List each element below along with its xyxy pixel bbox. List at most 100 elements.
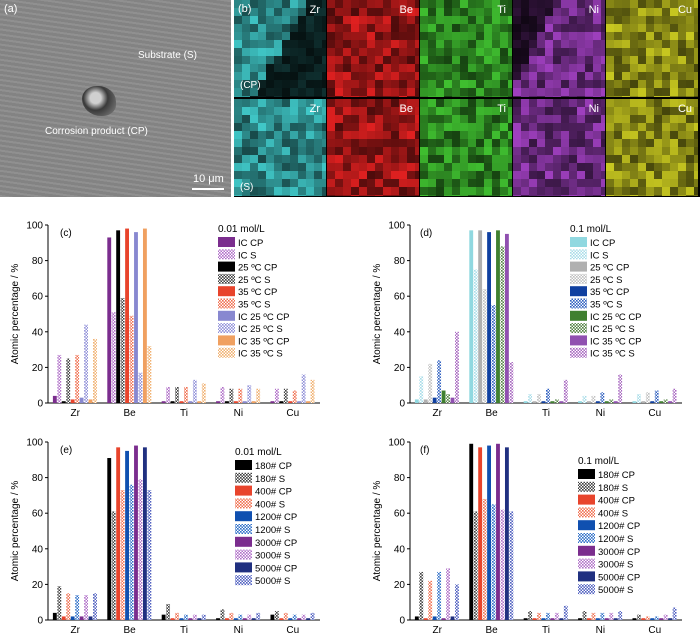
bar-ni-9	[256, 388, 261, 403]
bar-ti-6	[188, 618, 193, 620]
corrosion-product-blob	[82, 86, 116, 116]
bar-ti-0	[523, 618, 528, 620]
bar-cu-4	[650, 401, 655, 403]
bar-cu-3	[283, 388, 288, 403]
bar-ni-9	[618, 374, 623, 403]
map-ti-cp: Ti	[420, 0, 512, 97]
bar-ni-8	[251, 618, 256, 620]
bar-cu-9	[310, 612, 315, 620]
bar-cu-2	[641, 401, 646, 403]
scale-bar	[192, 188, 224, 190]
legend-entry: 180# S	[598, 483, 628, 494]
bar-be-4	[487, 445, 491, 620]
corrosion-product-annotation: Corrosion product (CP)	[45, 126, 148, 137]
legend-swatch	[218, 261, 235, 272]
panel-label: (c)	[60, 228, 72, 239]
bar-be-8	[142, 228, 147, 403]
legend-swatch	[235, 498, 252, 509]
legend-swatch	[570, 298, 587, 309]
bar-cu-0	[270, 401, 275, 403]
legend-entry: 35 ºC CP	[238, 287, 277, 298]
bar-zr-6	[441, 390, 446, 403]
bar-cu-2	[279, 401, 284, 403]
bar-ni-4	[233, 401, 238, 403]
bar-zr-7	[446, 394, 450, 403]
bar-be-1	[111, 312, 116, 403]
x-tick-label: Cu	[648, 408, 661, 419]
bar-ti-9	[563, 379, 568, 403]
bar-ni-4	[233, 618, 238, 620]
bar-zr-7	[84, 324, 88, 403]
legend-entry: 25 ºC S	[238, 275, 271, 286]
y-axis-label: Atomic percentage / %	[372, 264, 383, 365]
legend-swatch	[235, 562, 252, 573]
panel-label-a: (a)	[4, 3, 18, 15]
legend-swatch	[570, 323, 587, 334]
legend-entry: 3000# CP	[255, 538, 297, 549]
bar-ni-4	[595, 401, 600, 403]
legend-swatch	[235, 536, 252, 547]
panel-label: (e)	[60, 445, 72, 456]
legend-swatch	[218, 298, 235, 309]
x-tick-label: Cu	[286, 625, 299, 636]
map-element-label: Be	[399, 103, 413, 115]
bar-ti-7	[554, 399, 559, 403]
bar-ti-6	[550, 401, 555, 403]
bar-ni-6	[604, 401, 609, 403]
bar-be-2	[116, 447, 121, 620]
bar-ti-1	[166, 386, 171, 403]
bar-cu-1	[636, 394, 641, 403]
bar-ti-1	[528, 394, 533, 403]
bar-be-6	[496, 230, 500, 403]
legend-entry: 3000# CP	[598, 547, 640, 558]
legend-swatch	[578, 533, 595, 543]
bar-zr-2	[61, 401, 66, 403]
bar-cu-7	[663, 399, 668, 403]
bar-cu-3	[645, 616, 650, 620]
legend-entry: 5000# CP	[598, 572, 640, 583]
panel-label: (f)	[420, 445, 429, 456]
y-tick-label: 80	[32, 256, 44, 267]
y-tick-label: 20	[32, 363, 44, 374]
bar-ti-7	[192, 379, 197, 403]
legend-entry: IC 25 ºC S	[590, 324, 635, 335]
map-element-label: Zr	[309, 103, 320, 115]
legend-title: 0.1 mol/L	[578, 456, 620, 467]
sem-image-panel: (a) Substrate (S) Corrosion product (CP)…	[0, 0, 231, 197]
bar-ti-3	[537, 394, 541, 403]
y-tick-label: 0	[399, 616, 405, 627]
bar-be-5	[129, 484, 134, 620]
bar-ti-6	[550, 618, 555, 620]
bar-cu-1	[274, 611, 279, 620]
bar-zr-7	[446, 568, 450, 620]
bar-zr-5	[75, 595, 80, 620]
bar-be-2	[116, 230, 121, 403]
bar-ti-9	[563, 605, 568, 620]
legend-entry: 400# CP	[255, 487, 292, 498]
bar-cu-7	[301, 614, 306, 620]
bar-ni-7	[609, 399, 614, 403]
x-tick-label: Be	[123, 625, 136, 636]
legend-entry: 180# CP	[255, 461, 292, 472]
bar-zr-8	[88, 399, 93, 403]
bar-be-9	[147, 490, 152, 620]
bar-zr-0	[52, 395, 57, 403]
bar-zr-2	[423, 618, 428, 620]
bar-ti-2	[170, 618, 175, 620]
bar-cu-9	[672, 388, 677, 403]
legend-swatch	[570, 347, 587, 358]
bar-be-4	[125, 450, 129, 620]
legend-entry: IC 35 ºC CP	[238, 336, 290, 347]
bar-zr-5	[437, 360, 442, 403]
bar-ti-0	[161, 401, 166, 403]
bar-be-1	[473, 511, 478, 620]
bar-zr-5	[75, 354, 80, 403]
bar-ti-9	[201, 614, 206, 620]
bar-be-6	[496, 443, 500, 620]
bar-zr-1	[419, 571, 424, 620]
legend-entry: 35 ºC S	[238, 300, 271, 311]
bar-cu-2	[641, 618, 646, 620]
legend-swatch	[235, 549, 252, 560]
map-be-cp: Be	[327, 0, 419, 97]
bar-ni-8	[613, 401, 618, 403]
